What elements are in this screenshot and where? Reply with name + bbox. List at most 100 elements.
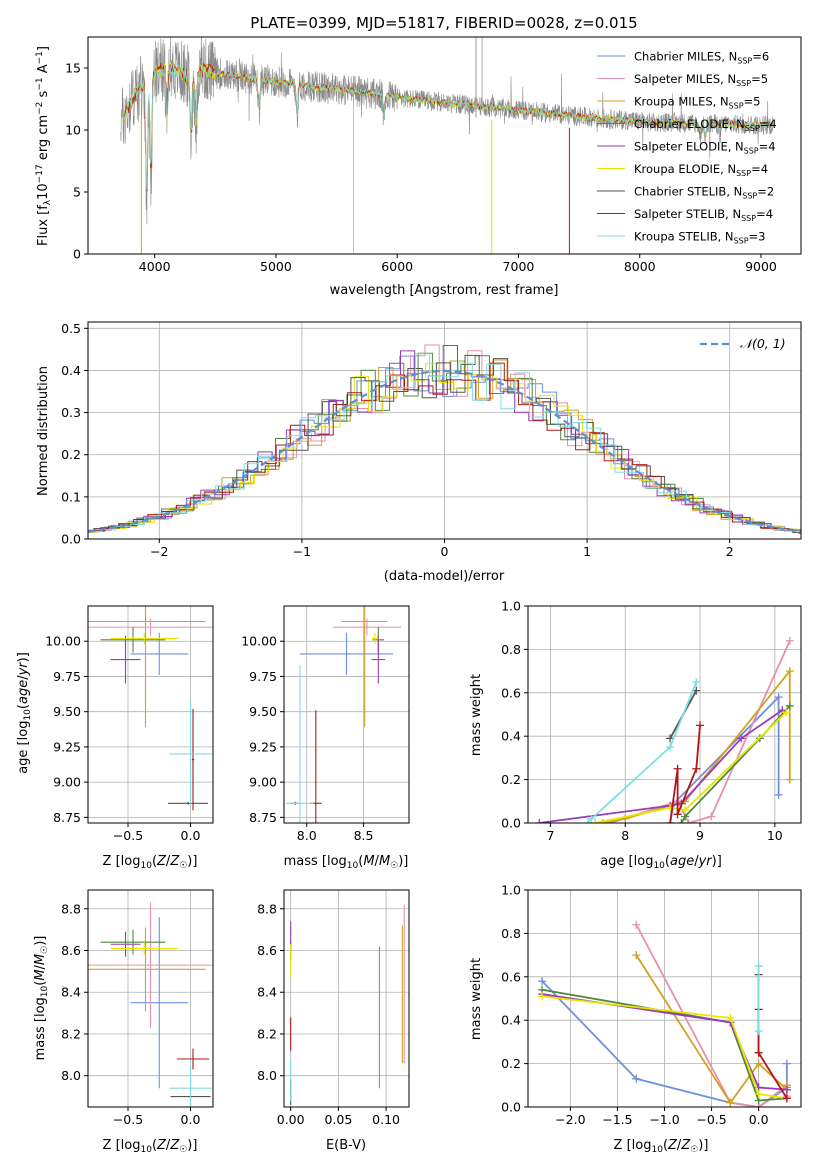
legend-entry: Chabrier STELIB, NSSP=2 xyxy=(634,185,774,201)
legend-entry: Kroupa STELIB, NSSP=3 xyxy=(634,230,765,246)
x-tick-label: −1.5 xyxy=(602,1112,632,1127)
y-tick-label: 10.00 xyxy=(45,634,81,649)
axes: −0.5 0.0 8.0 8.2 8.4 8.6 8.8 xyxy=(61,889,214,1127)
mass-ebv-xlabel: E(B-V) xyxy=(326,1138,366,1153)
y-tick-label: 9.75 xyxy=(249,669,277,684)
mass-weight-marker xyxy=(535,819,544,823)
x-tick-label: 0.05 xyxy=(324,1112,352,1127)
x-tick-label: 0.0 xyxy=(181,1112,201,1127)
axes: −2.0 −1.5 −1.0 −0.5 0.0 0.0 0.2 0.4 0.6 0.8 1.0 xyxy=(501,883,802,1127)
y-tick-label: 9.50 xyxy=(53,704,81,719)
y-tick-label: 9.00 xyxy=(53,775,81,790)
y-tick-label: 0.4 xyxy=(501,729,521,744)
legend-entry: 𝒩(0, 1) xyxy=(740,336,786,351)
mass-weight-marker xyxy=(538,977,547,986)
x-tick-label: 9 xyxy=(696,828,704,843)
y-tick-label: 9.25 xyxy=(249,739,277,754)
x-tick-label: −0.5 xyxy=(113,828,143,843)
y-tick-label: 0 xyxy=(73,247,81,262)
axes-frame xyxy=(87,36,802,255)
y-tick-label: 0.5 xyxy=(61,321,81,336)
y-tick-label: 8.6 xyxy=(61,943,81,958)
mass-weight-line xyxy=(595,711,787,823)
axes: 0.00 0.05 0.10 8.0 8.2 8.4 8.6 8.8 xyxy=(257,889,410,1127)
mass-weight-marker xyxy=(692,677,701,686)
axes: −2 −1 0 1 2 0.0 0.1 0.2 0.3 0.4 0.5 xyxy=(61,321,802,559)
x-tick-label: 2 xyxy=(726,544,734,559)
y-tick-label: 9.75 xyxy=(53,669,81,684)
legend-entry: Kroupa MILES, NSSP=5 xyxy=(634,95,760,111)
y-tick-label: 0.4 xyxy=(501,1013,521,1028)
mass-weight-marker xyxy=(754,1048,763,1057)
histogram-step xyxy=(88,345,801,534)
x-tick-label: 10 xyxy=(767,828,783,843)
y-tick-label: 0.0 xyxy=(61,532,81,547)
grid xyxy=(528,605,801,824)
y-tick-label: 0.2 xyxy=(501,1056,521,1071)
y-tick-label: 8.4 xyxy=(257,985,277,1000)
axes-frame xyxy=(283,889,410,1108)
plot-area xyxy=(120,37,774,254)
mass-weight-marker xyxy=(583,819,592,823)
legend-entry: Chabrier ELODIE, NSSP=4 xyxy=(634,117,777,133)
mass-weight-marker xyxy=(774,790,783,799)
mass-weight-line xyxy=(669,694,780,823)
mass-weight-marker xyxy=(632,1074,641,1083)
mass-weight-marker xyxy=(677,819,686,823)
mass-weight-vs-metallicity-panel: −2.0 −1.5 −1.0 −0.5 0.0 0.0 0.2 0.4 0.6 0.8 1.0 xyxy=(501,883,802,1127)
x-tick-label: 5000 xyxy=(260,259,292,274)
mass-weight-marker xyxy=(707,812,716,821)
mass-weight-marker xyxy=(673,764,682,773)
x-tick-label: −0.5 xyxy=(696,1112,726,1127)
y-tick-label: 9.00 xyxy=(249,775,277,790)
histogram-step xyxy=(88,363,801,533)
legend-entry: Salpeter ELODIE, NSSP=4 xyxy=(634,140,776,156)
plot-area xyxy=(88,902,213,1107)
mass-weight-marker xyxy=(785,667,794,676)
x-tick-label: 0.0 xyxy=(181,828,201,843)
y-tick-label: 0.0 xyxy=(501,1100,521,1115)
mass-weight-line xyxy=(587,681,698,823)
axes-frame xyxy=(87,889,214,1108)
y-tick-label: 15 xyxy=(65,61,81,76)
y-tick-label: 0.6 xyxy=(501,685,521,700)
figure-title: PLATE=0399, MJD=51817, FIBERID=0028, z=0… xyxy=(250,14,637,32)
y-tick-label: 0.8 xyxy=(501,642,521,657)
mass-weight-marker xyxy=(684,819,693,823)
y-tick-label: 8.4 xyxy=(61,985,81,1000)
axes: 4000 5000 6000 7000 8000 9000 0 5 10 15 xyxy=(65,36,802,274)
mass-weight-marker xyxy=(692,764,701,773)
plot-area xyxy=(290,904,405,1105)
residual-ylabel: Normed distribution xyxy=(36,366,51,496)
mass-weight-marker xyxy=(587,814,596,823)
age-ylabel: age [log10(age/yr)] xyxy=(16,652,33,774)
mass-weight-marker xyxy=(666,743,675,752)
x-tick-label: 8.5 xyxy=(354,828,374,843)
model-spectrum-line xyxy=(124,62,773,190)
y-tick-label: 0.2 xyxy=(501,772,521,787)
mass-weight-marker xyxy=(737,734,746,743)
mass-z-xlabel: Z [log10(Z/Z☉)] xyxy=(103,1138,198,1155)
mass-weight-marker xyxy=(681,805,690,814)
residual-histogram-panel: −2 −1 0 1 2 0.0 0.1 0.2 0.3 0.4 0.5 𝒩(0, 1) xyxy=(61,321,802,559)
mass-weight-line xyxy=(541,995,788,1100)
mass-ylabel: mass [log10(M/M☉)] xyxy=(33,936,50,1061)
spectrum-ylabel: Flux [fλ10−17 erg cm−2 s−1 A−1] xyxy=(35,46,53,246)
age-vs-metallicity-panel: −0.5 0.0 8.75 9.00 9.25 9.50 9.75 10.00 xyxy=(45,605,214,843)
x-tick-label: 8 xyxy=(621,828,629,843)
y-tick-label: 9.25 xyxy=(53,739,81,754)
mass-weight-vs-age-panel: 7 8 9 10 0.0 0.2 0.4 0.6 0.8 1.0 xyxy=(501,599,802,843)
spectrum-panel: 4000 5000 6000 7000 8000 9000 0 5 10 15 Chabrier M… xyxy=(65,36,802,274)
legend-entry: Salpeter STELIB, NSSP=4 xyxy=(634,207,773,223)
x-tick-label: 9000 xyxy=(745,259,777,274)
y-tick-label: 8.75 xyxy=(249,810,277,825)
mass-weight-marker xyxy=(666,819,675,823)
mass-weight-marker xyxy=(632,951,641,960)
mw-age-ylabel: mass weight xyxy=(469,674,484,756)
observed-spectrum-line xyxy=(120,37,774,225)
y-tick-label: 8.6 xyxy=(257,943,277,958)
mass-weight-marker xyxy=(538,992,547,1001)
mass-weight-marker xyxy=(726,1014,735,1023)
mass-weight-line xyxy=(541,988,787,1102)
